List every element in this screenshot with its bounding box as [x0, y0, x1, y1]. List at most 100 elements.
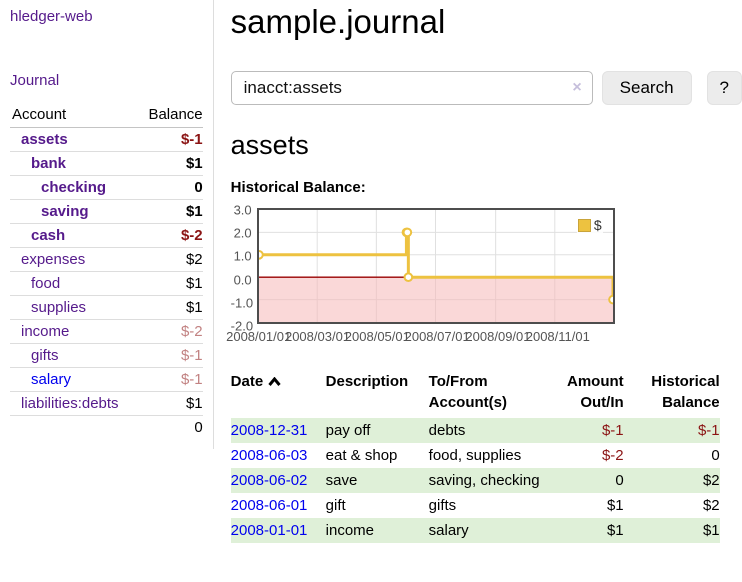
accounts-total-row: 0 [10, 415, 203, 439]
transaction-description: gift [325, 497, 346, 514]
transaction-balance: 0 [711, 447, 720, 464]
register-row: 2008-06-01 gift gifts $1 $2 [231, 493, 720, 518]
account-link[interactable]: saving [41, 203, 89, 220]
page: hledger-web Journal Account Balance asse… [10, 0, 742, 543]
y-tick-label: -1.0 [230, 295, 254, 311]
account-heading: assets [230, 130, 309, 160]
account-link[interactable]: expenses [21, 251, 86, 268]
chart-legend: $ [576, 217, 603, 233]
app-title-link[interactable]: hledger-web [10, 8, 93, 25]
account-balance: $1 [136, 199, 203, 224]
account-balance: $-1 [136, 127, 203, 152]
account-balance: $1 [136, 271, 203, 296]
register-header-amount: Amount Out/In [567, 373, 624, 411]
sort-asc-icon [268, 376, 281, 386]
y-tick-label: 2.0 [233, 225, 252, 241]
x-tick-label: 2008/11/01 [525, 329, 590, 344]
account-link[interactable]: income [21, 323, 70, 340]
account-link[interactable]: supplies [31, 299, 87, 316]
account-link[interactable]: cash [31, 227, 66, 244]
transaction-description: income [325, 522, 375, 539]
account-balance: $-2 [136, 319, 203, 344]
register-row: 2008-06-03 eat & shop food, supplies $-2… [231, 443, 720, 468]
transaction-balance: $2 [702, 497, 720, 514]
transaction-date-link[interactable]: 2008-06-02 [230, 472, 308, 489]
account-row: gifts $-1 [10, 343, 203, 368]
transaction-balance: $1 [702, 522, 720, 539]
register-header-row: Date Description To/From Account(s) Amou… [231, 369, 720, 418]
accounts-header-balance: Balance [136, 104, 203, 128]
x-tick-label: 2008/07/01 [404, 329, 470, 344]
transaction-date-link[interactable]: 2008-01-01 [230, 522, 308, 539]
x-tick-label: 2008/01/01 [226, 329, 292, 344]
y-tick-label: 1.0 [233, 248, 252, 264]
register-header-date-label: Date [230, 373, 264, 390]
chart-plot-area[interactable]: $ [256, 208, 615, 324]
account-link[interactable]: gifts [31, 347, 59, 364]
transaction-date-link[interactable]: 2008-06-03 [230, 447, 308, 464]
transaction-balance: $-1 [697, 422, 720, 439]
register-row: 2008-06-02 save saving, checking 0 $2 [230, 468, 720, 493]
chart-canvas [258, 210, 613, 322]
account-row: cash $-2 [10, 223, 203, 248]
accounts-table: Account Balance assets $-1 bank $1 check… [10, 104, 203, 439]
register-table: Date Description To/From Account(s) Amou… [230, 369, 720, 543]
account-row: bank $1 [10, 151, 203, 176]
search-button[interactable]: Search [601, 71, 692, 105]
transaction-description: eat & shop [325, 447, 398, 464]
journal-link[interactable]: Journal [10, 72, 60, 89]
account-row: saving $1 [10, 199, 203, 224]
register-row: 2008-01-01 income salary $1 $1 [230, 518, 720, 543]
account-row: salary $-1 [10, 367, 203, 392]
y-tick-label: 0.0 [233, 272, 252, 288]
transaction-amount: 0 [615, 472, 624, 489]
transaction-balance: $2 [702, 472, 720, 489]
account-row: expenses $2 [10, 247, 203, 272]
search-bar: × Search ? [230, 71, 742, 105]
search-input[interactable] [230, 71, 593, 105]
transaction-accounts: salary [428, 522, 469, 539]
account-link[interactable]: salary [31, 371, 72, 388]
transaction-description: pay off [325, 422, 371, 439]
clear-search-icon[interactable]: × [572, 79, 582, 96]
account-row: assets $-1 [10, 127, 203, 152]
help-button[interactable]: ? [706, 71, 742, 105]
account-row: liabilities:debts $1 [10, 391, 203, 416]
balance-chart: 3.0 2.0 1.0 0.0 -1.0 -2.0 $ 2008/01/01 2008/03… [226, 203, 619, 347]
account-balance: $2 [136, 247, 203, 272]
legend-label: $ [593, 217, 602, 233]
legend-swatch [577, 218, 591, 232]
y-tick-label: 3.0 [233, 202, 252, 218]
account-link[interactable]: bank [31, 155, 67, 172]
transaction-amount: $1 [606, 522, 624, 539]
account-link[interactable]: food [31, 275, 61, 292]
y-tick-label: -2.0 [230, 318, 254, 334]
transaction-date-link[interactable]: 2008-06-01 [230, 497, 308, 514]
account-balance: $-1 [136, 343, 203, 368]
account-balance: $1 [136, 151, 203, 176]
account-balance: 0 [136, 175, 203, 200]
account-link[interactable]: checking [41, 179, 107, 196]
transaction-accounts: saving, checking [428, 472, 540, 489]
accounts-total-value: 0 [136, 415, 203, 439]
account-link[interactable]: assets [21, 131, 68, 148]
x-tick-label: 2008/05/01 [344, 329, 410, 344]
accounts-header-account: Account [10, 104, 137, 128]
account-balance: $1 [136, 295, 203, 320]
account-row: income $-2 [10, 319, 203, 344]
accounts-header-row: Account Balance [10, 104, 203, 128]
register-header-description: Description [325, 373, 409, 390]
account-link[interactable]: liabilities:debts [21, 395, 119, 412]
page-title: sample.journal [230, 3, 446, 40]
register-header-balance: Historical Balance [651, 373, 720, 411]
account-balance: $-2 [136, 223, 203, 248]
transaction-description: save [325, 472, 358, 489]
main-content: sample.journal × Search ? assets Histori… [214, 0, 742, 543]
register-header-accounts: To/From Account(s) [428, 373, 507, 411]
sidebar-nav: Journal [10, 72, 203, 89]
account-balance: $-1 [136, 367, 203, 392]
transaction-date-link[interactable]: 2008-12-31 [230, 422, 308, 439]
account-row: supplies $1 [10, 295, 203, 320]
register-header-date[interactable]: Date [231, 369, 326, 418]
chart-title: Historical Balance: [230, 179, 366, 196]
